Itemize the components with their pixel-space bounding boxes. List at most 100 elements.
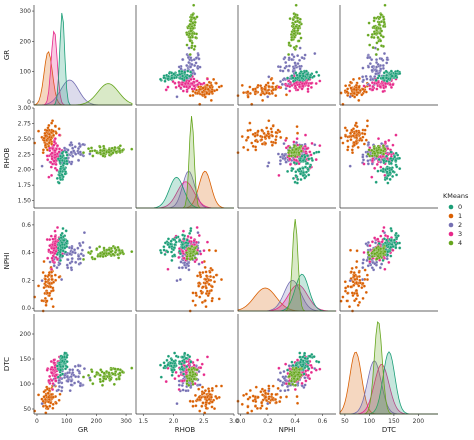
point-dtc-nphi-c2 (278, 379, 282, 383)
point-dtc-gr-c1 (42, 390, 46, 394)
point-dtc-rhob-c2 (177, 383, 181, 387)
point-nphi-dtc-c1 (344, 286, 348, 290)
point-gr-dtc-c0 (389, 69, 393, 73)
point-nphi-gr-c3 (51, 237, 55, 241)
point-nphi-rhob-c0 (163, 252, 167, 256)
point-rhob-nphi-c2 (266, 164, 270, 168)
point-gr-nphi-c1 (263, 87, 267, 91)
point-dtc-gr-c4 (115, 377, 119, 381)
point-rhob-gr-c1 (45, 128, 49, 132)
point-gr-dtc-c1 (349, 86, 353, 90)
point-nphi-gr-c1 (41, 270, 45, 274)
point-rhob-nphi-c0 (291, 176, 295, 180)
ytick-label: 0.6 (21, 222, 31, 229)
point-rhob-gr-c0 (62, 161, 66, 165)
point-nphi-rhob-c1 (212, 275, 216, 279)
point-dtc-rhob-c4 (195, 368, 199, 372)
point-nphi-dtc-c1 (358, 278, 362, 282)
point-gr-nphi-c1 (246, 95, 250, 99)
point-dtc-nphi-c2 (282, 370, 286, 374)
point-gr-dtc-c1 (349, 80, 353, 84)
point-rhob-gr-c0 (62, 167, 66, 171)
point-nphi-dtc-c0 (398, 246, 402, 250)
point-nphi-dtc-c2 (385, 257, 389, 261)
point-rhob-nphi-c1 (256, 129, 260, 133)
point-dtc-gr-c1 (45, 405, 49, 409)
point-rhob-dtc-c0 (398, 167, 402, 171)
point-nphi-rhob-c0 (178, 252, 182, 256)
point-dtc-gr-c3 (48, 374, 52, 378)
point-gr-nphi-c4 (291, 18, 295, 22)
xtick-label: 3.0 (229, 418, 239, 425)
point-nphi-dtc-c2 (378, 266, 382, 270)
point-rhob-nphi-c1 (274, 138, 278, 142)
point-gr-nphi-c2 (267, 75, 271, 79)
point-gr-rhob-c4 (193, 23, 197, 27)
point-nphi-gr-c1 (49, 285, 53, 289)
point-nphi-dtc-c3 (383, 267, 387, 271)
point-dtc-nphi-c3 (314, 368, 318, 372)
point-nphi-gr-c1 (54, 278, 58, 282)
point-gr-dtc-c2 (348, 95, 352, 99)
point-gr-dtc-c2 (375, 60, 379, 64)
point-dtc-nphi-c3 (304, 379, 308, 383)
point-rhob-dtc-c1 (365, 119, 369, 123)
point-nphi-gr-c2 (66, 266, 70, 270)
point-dtc-gr-c4 (109, 377, 113, 381)
point-gr-nphi-c4 (298, 17, 302, 21)
point-rhob-nphi-c0 (300, 154, 304, 158)
point-nphi-gr-c2 (70, 260, 74, 264)
point-gr-dtc-c1 (352, 91, 356, 95)
point-dtc-nphi-c0 (291, 364, 295, 368)
point-rhob-nphi-c3 (294, 158, 298, 162)
point-gr-rhob-c4 (188, 35, 192, 39)
point-nphi-rhob-c1 (198, 271, 202, 275)
point-gr-rhob-c3 (202, 81, 206, 85)
point-gr-dtc-c4 (371, 46, 375, 50)
point-dtc-rhob-c3 (173, 377, 177, 381)
point-rhob-dtc-c0 (374, 180, 378, 184)
point-gr-rhob-c3 (174, 85, 178, 89)
point-rhob-dtc-c3 (370, 175, 374, 179)
panel-dtc-vs-dtc: 50 100 150 200 DTC (339, 314, 438, 434)
point-dtc-rhob-c4 (190, 374, 194, 378)
point-rhob-dtc-c1 (344, 134, 348, 138)
point-nphi-dtc-c1 (354, 281, 358, 285)
point-nphi-rhob-c1 (207, 248, 211, 252)
point-gr-rhob-c3 (190, 82, 194, 86)
point-rhob-gr-c4 (98, 145, 102, 149)
point-gr-rhob-c2 (189, 56, 193, 60)
point-nphi-dtc-c4 (372, 248, 376, 252)
point-dtc-gr-c4 (118, 371, 122, 375)
point-dtc-gr-c4 (112, 382, 116, 386)
point-rhob-gr-c4 (110, 146, 114, 150)
point-nphi-gr-c3 (50, 256, 54, 260)
point-rhob-nphi-c1 (274, 135, 278, 139)
point-dtc-nphi-c3 (277, 366, 281, 370)
point-nphi-gr-c2 (73, 251, 77, 255)
point-nphi-rhob-c3 (197, 233, 201, 237)
point-nphi-dtc-c2 (366, 264, 370, 268)
point-nphi-rhob-c1 (204, 286, 208, 290)
point-nphi-dtc-c0 (394, 246, 398, 250)
point-nphi-rhob-c2 (180, 266, 184, 270)
point-dtc-nphi-c0 (306, 364, 310, 368)
point-gr-dtc-c4 (378, 27, 382, 31)
point-gr-nphi-c2 (292, 55, 296, 59)
point-nphi-gr-c1 (43, 274, 47, 278)
point-gr-dtc-c3 (389, 85, 393, 89)
point-gr-nphi-c1 (253, 87, 257, 91)
point-dtc-gr-c4 (100, 383, 104, 387)
point-gr-rhob-c2 (177, 65, 181, 69)
point-dtc-gr-c4 (87, 373, 91, 377)
point-dtc-rhob-c0 (174, 354, 178, 358)
point-gr-dtc-c4 (383, 3, 387, 7)
point-gr-nphi-c2 (283, 56, 287, 60)
point-nphi-rhob-c3 (189, 236, 193, 240)
point-rhob-dtc-c0 (389, 150, 393, 154)
point-gr-nphi-c4 (293, 20, 297, 24)
point-dtc-gr-c2 (60, 389, 64, 393)
point-nphi-dtc-c1 (358, 281, 362, 285)
point-gr-nphi-c4 (288, 17, 292, 21)
point-gr-nphi-c3 (288, 85, 292, 89)
